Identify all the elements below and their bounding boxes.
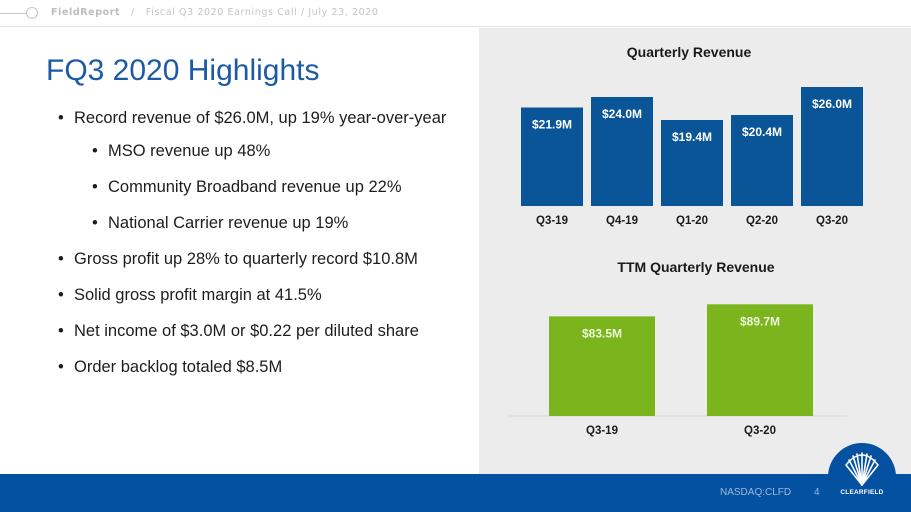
data-label: $19.4M: [672, 130, 712, 144]
bar-q4-19: [591, 97, 653, 206]
bar-q1-20: [661, 120, 723, 206]
breadcrumb: FieldReport / Fiscal Q3 2020 Earnings Ca…: [51, 7, 379, 18]
data-label: $89.7M: [740, 314, 780, 328]
shell-logo-icon: [845, 452, 879, 486]
data-label: $20.4M: [742, 125, 782, 139]
bar-q2-20: [731, 115, 793, 206]
data-label: $21.9M: [532, 118, 572, 132]
highlights-list: Record revenue of $26.0M, up 19% year-ov…: [58, 108, 478, 393]
header-circle-icon: [26, 7, 38, 19]
breadcrumb-text: Fiscal Q3 2020 Earnings Call / July 23, …: [145, 7, 379, 18]
ttm-revenue-chart: TTM Quarterly Revenue $83.5M Q3-19 $89.7M Q…: [509, 259, 847, 437]
page-number: 4: [814, 487, 820, 498]
sub-bullet-item: Community Broadband revenue up 22%: [92, 177, 478, 198]
bar-q3-20: [707, 304, 813, 416]
footer-bar: NASDAQ:CLFD 4: [0, 474, 911, 512]
header-line-decoration: [0, 13, 26, 14]
chart-title: Quarterly Revenue: [627, 44, 752, 60]
data-label: $26.0M: [812, 97, 852, 111]
brand-name: FieldReport: [51, 7, 121, 18]
sub-bullet-item: MSO revenue up 48%: [92, 141, 478, 162]
bullet-item: Solid gross profit margin at 41.5%: [58, 285, 478, 306]
bar-q3-19: [549, 316, 655, 416]
breadcrumb-separator: [124, 7, 131, 18]
stock-ticker: NASDAQ:CLFD: [720, 487, 792, 498]
x-tick-label: Q3-20: [816, 215, 848, 227]
bullet-item: Net income of $3.0M or $0.22 per diluted…: [58, 321, 478, 342]
clearfield-logo: CLEARFIELD: [828, 443, 896, 512]
sub-bullet-item: National Carrier revenue up 19%: [92, 213, 478, 234]
chart-title: TTM Quarterly Revenue: [617, 259, 774, 275]
x-tick-label: Q3-19: [586, 425, 618, 437]
bullet-item: Order backlog totaled $8.5M: [58, 357, 478, 378]
logo-text: CLEARFIELD: [840, 489, 884, 496]
x-tick-label: Q4-19: [606, 215, 638, 227]
x-tick-label: Q2-20: [746, 215, 778, 227]
data-label: $24.0M: [602, 107, 642, 121]
header-bar: FieldReport / Fiscal Q3 2020 Earnings Ca…: [0, 0, 911, 27]
bar-q3-19: [521, 107, 583, 206]
slide-title: FQ3 2020 Highlights: [46, 54, 320, 87]
bullet-item: Gross profit up 28% to quarterly record …: [58, 249, 478, 270]
x-tick-label: Q3-20: [744, 425, 776, 437]
quarterly-revenue-chart: Quarterly Revenue $21.9M Q3-19 $24.0M Q4-19…: [521, 44, 863, 227]
breadcrumb-separator: /: [131, 7, 135, 18]
data-label: $83.5M: [582, 326, 622, 340]
bar-q3-20: [801, 87, 863, 206]
bullet-item: Record revenue of $26.0M, up 19% year-ov…: [58, 108, 478, 129]
x-tick-label: Q3-19: [536, 215, 568, 227]
x-tick-label: Q1-20: [676, 215, 708, 227]
